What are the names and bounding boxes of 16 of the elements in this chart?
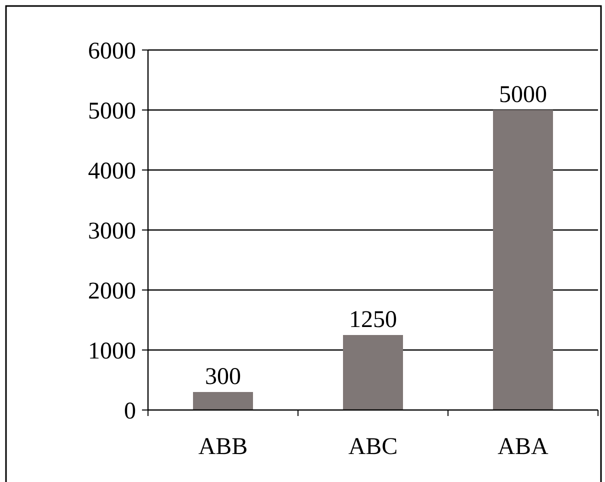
y-tick-label: 3000 — [88, 218, 136, 244]
y-tick-label: 1000 — [88, 338, 136, 364]
y-tick-label: 5000 — [88, 98, 136, 124]
y-tick-label: 0 — [124, 398, 136, 424]
bar — [493, 110, 553, 410]
x-tick-label: ABA — [498, 434, 550, 460]
bar — [343, 335, 403, 410]
bar — [193, 392, 253, 410]
y-tick-label: 2000 — [88, 278, 136, 304]
x-tick-label: ABB — [198, 434, 248, 460]
y-tick-label: 6000 — [88, 38, 136, 64]
y-tick-label: 4000 — [88, 158, 136, 184]
x-tick-label: ABC — [348, 434, 398, 460]
data-label: 300 — [205, 364, 241, 390]
data-label: 1250 — [349, 307, 397, 333]
data-label: 5000 — [499, 82, 547, 108]
